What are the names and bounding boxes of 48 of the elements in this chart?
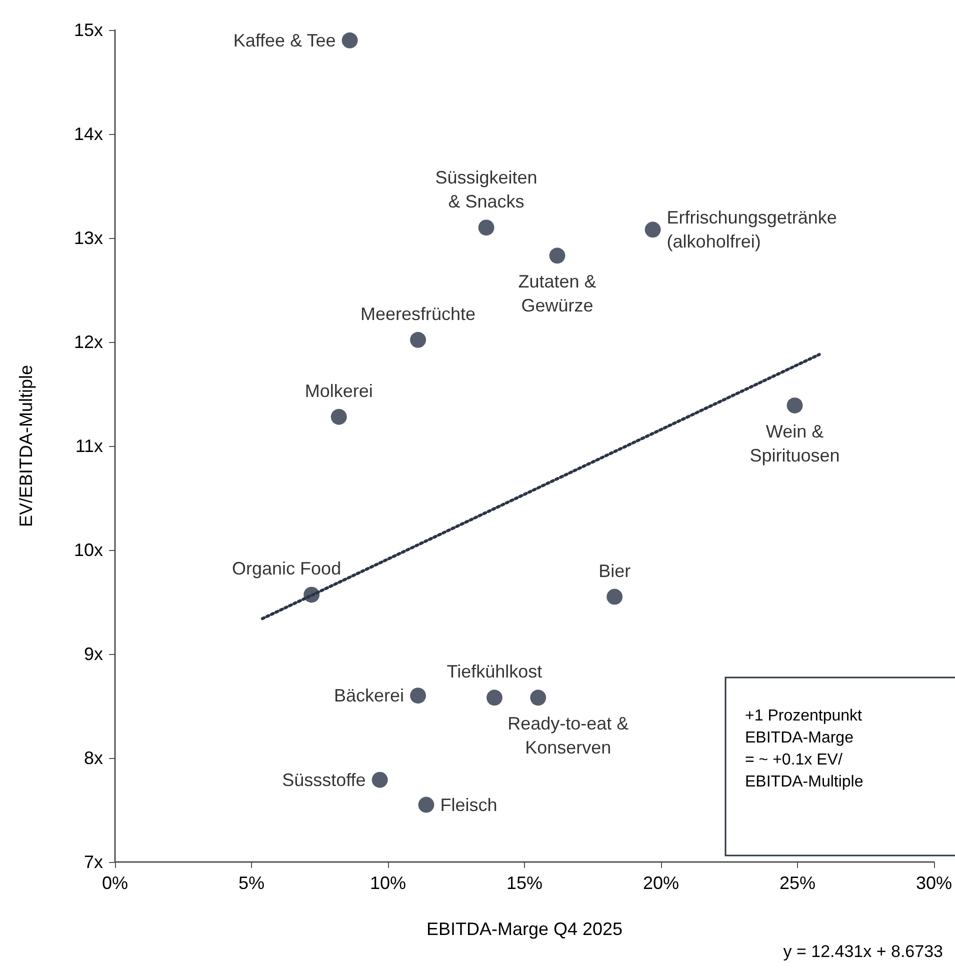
- point: [644, 222, 661, 238]
- y-tick-label: 14x: [74, 124, 103, 144]
- point: [304, 586, 320, 603]
- point: [486, 690, 502, 706]
- annotation: Erfrischungsgetränke (alkoholfrei): [666, 208, 837, 252]
- y-tick-label: 13x: [74, 228, 103, 248]
- annotation: Ready-to-eat & Konserven: [508, 714, 629, 758]
- x-tick-label: 15%: [506, 873, 543, 893]
- annotation: Tiefkühlkost: [446, 662, 542, 682]
- y-tick-label: 8x: [84, 748, 103, 768]
- annotation: Fleisch: [440, 794, 498, 815]
- x-tick-label: 5%: [238, 873, 265, 893]
- annotation: Bäckerei: [334, 686, 404, 706]
- annotation: Süssigkeiten & Snacks: [435, 168, 538, 212]
- y-tick-label: 11x: [75, 436, 103, 456]
- annotation: Süssstoffe: [282, 770, 366, 790]
- y-tick-label: 7x: [84, 852, 103, 872]
- annotation: Bier: [598, 560, 631, 581]
- point: [786, 397, 803, 414]
- x-tick-label: 25%: [779, 873, 816, 893]
- annotation: +1 Prozentpunkt EBITDA-Marge = ~ +0.1x EV/ EBITDA-Multiple: [745, 708, 864, 790]
- point: [342, 32, 358, 48]
- y-tick-label: 9x: [84, 644, 103, 664]
- annotation: Kaffee & Tee: [233, 30, 336, 50]
- point: [418, 796, 434, 813]
- annotation: Wein & Spirituosen: [750, 421, 840, 466]
- point: [530, 690, 546, 706]
- point: [410, 332, 426, 348]
- text: y = 12.431x + 8.6733: [783, 942, 944, 961]
- point: [606, 588, 623, 605]
- point: [549, 248, 566, 264]
- point: [410, 688, 426, 704]
- point: [372, 772, 388, 788]
- point: [330, 408, 347, 425]
- y-tick-label: 10x: [74, 540, 103, 560]
- y-tick-label: 12x: [74, 332, 103, 352]
- x-tick-label: 30%: [916, 873, 952, 893]
- y-tick-label: 15x: [74, 20, 103, 40]
- x-tick-label: 0%: [102, 873, 128, 893]
- annotation: Organic Food: [232, 558, 342, 579]
- point: [478, 220, 494, 236]
- y-axis-title: EV/EBITDA-Multiple: [16, 364, 36, 528]
- x-tick-label: 20%: [642, 873, 680, 893]
- x-axis-title: EBITDA-Marge Q4 2025: [426, 919, 623, 939]
- x-tick-label: 10%: [370, 873, 406, 893]
- annotation: Zutaten & Gewürze: [518, 272, 596, 316]
- annotation: Meeresfrüchte: [360, 304, 476, 324]
- annotation: Molkerei: [304, 380, 373, 401]
